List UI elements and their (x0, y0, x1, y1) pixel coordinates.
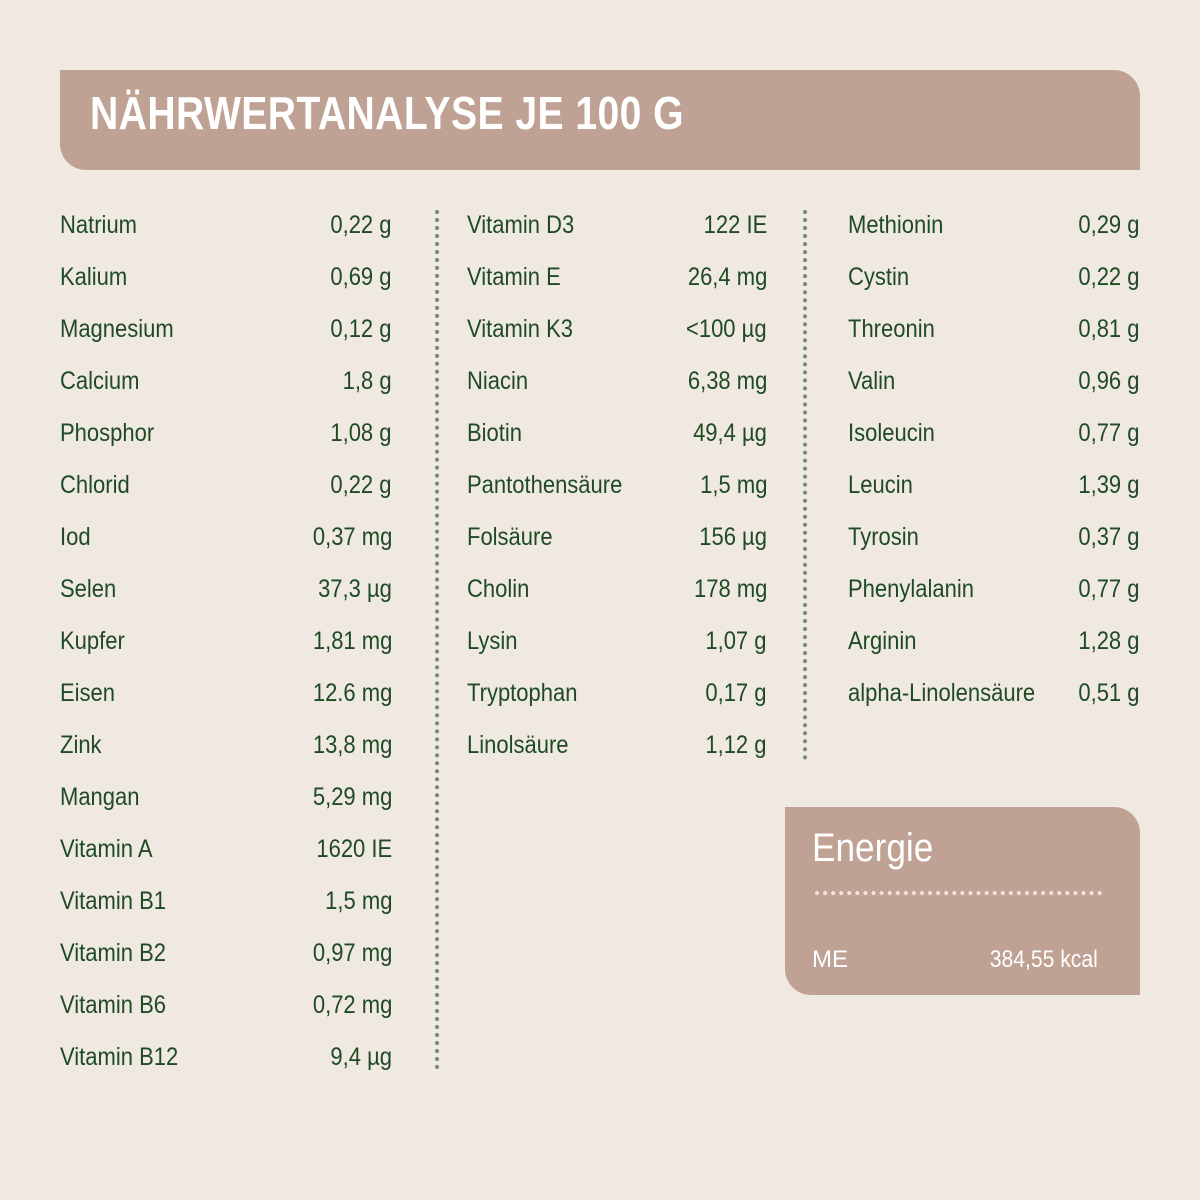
nutrient-value: 0,97 mg (312, 939, 392, 967)
separator (803, 210, 807, 760)
nutrient-name: Vitamin A (60, 835, 153, 863)
nutrient-name: Cholin (467, 575, 530, 603)
nutrient-name: Eisen (60, 679, 116, 707)
nutrient-value: 0,81 g (1078, 315, 1140, 343)
nutrient-name: Vitamin E (467, 263, 561, 291)
nutrient-name: Folsäure (467, 523, 553, 551)
nutrient-value: 0,29 g (1078, 211, 1140, 239)
nutrient-value: 122 IE (703, 211, 767, 239)
nutrient-name: Tryptophan (467, 679, 578, 707)
nutrient-name: Kupfer (60, 627, 125, 655)
nutrient-name: Valin (848, 367, 896, 395)
nutrient-name: Arginin (848, 627, 917, 655)
nutrient-name: Phosphor (60, 419, 155, 447)
nutrient-name: Vitamin D3 (467, 211, 575, 239)
nutrient-value: 26,4 mg (687, 263, 767, 291)
nutrient-name: Vitamin B6 (60, 991, 166, 1019)
nutrient-value: 9,4 µg (330, 1043, 392, 1071)
nutrient-name: Cystin (848, 263, 910, 291)
nutrient-name: Tyrosin (848, 523, 919, 551)
nutrient-name: Calcium (60, 367, 140, 395)
nutrient-name: Vitamin K3 (467, 315, 573, 343)
energy-title: Energie (812, 826, 934, 870)
nutrient-name: Magnesium (60, 315, 174, 343)
nutrient-name: Iod (60, 523, 91, 551)
nutrient-value: 0,37 mg (312, 523, 392, 551)
nutrient-value: 0,22 g (330, 211, 392, 239)
nutrient-name: Isoleucin (848, 419, 935, 447)
nutrient-name: Methionin (848, 211, 944, 239)
nutrient-name: Pantothensäure (467, 471, 623, 499)
header-title: NÄHRWERTANALYSE JE 100 G (90, 87, 684, 139)
nutrient-value: 1,08 g (330, 419, 392, 447)
separator (435, 210, 439, 1070)
nutrient-name: Lysin (467, 627, 518, 655)
nutrient-name: Mangan (60, 783, 140, 811)
nutrient-name: Leucin (848, 471, 913, 499)
energy-label: ME (812, 946, 848, 973)
energy-value: 384,55 kcal (989, 946, 1098, 973)
nutrient-value: 0,22 g (1078, 263, 1140, 291)
nutrient-value: <100 µg (686, 315, 767, 343)
nutrient-value: 1,07 g (705, 627, 767, 655)
nutrient-value: 178 mg (693, 575, 767, 603)
nutrient-value: 49,4 µg (693, 419, 767, 447)
nutrient-value: 0,37 g (1078, 523, 1140, 551)
nutrient-value: 0,77 g (1078, 575, 1140, 603)
nutrient-value: 1,28 g (1078, 627, 1140, 655)
nutrient-value: 0,69 g (330, 263, 392, 291)
nutrient-name: Niacin (467, 367, 529, 395)
nutrient-value: 156 µg (699, 523, 767, 551)
nutrient-value: 37,3 µg (318, 575, 392, 603)
nutrient-name: Biotin (467, 419, 523, 447)
nutrient-value: 0,51 g (1078, 679, 1140, 707)
nutrient-name: alpha-Linolensäure (848, 679, 1036, 707)
nutrient-value: 13,8 mg (312, 731, 392, 759)
nutrient-name: Natrium (60, 211, 138, 239)
nutrient-name: Threonin (848, 315, 935, 343)
nutrient-name: Selen (60, 575, 117, 603)
nutrient-value: 0,12 g (330, 315, 392, 343)
nutrient-name: Vitamin B2 (60, 939, 166, 967)
nutrient-name: Phenylalanin (848, 575, 974, 603)
nutrient-value: 1,12 g (705, 731, 767, 759)
nutrient-value: 6,38 mg (687, 367, 767, 395)
nutrient-value: 0,17 g (705, 679, 767, 707)
nutrient-value: 5,29 mg (312, 783, 392, 811)
energy-box (785, 807, 1140, 995)
nutrient-value: 0,22 g (330, 471, 392, 499)
nutrient-name: Chlorid (60, 471, 130, 499)
nutrient-name: Vitamin B12 (60, 1043, 179, 1071)
nutrient-value: 0,96 g (1078, 367, 1140, 395)
nutrient-value: 0,72 mg (312, 991, 392, 1019)
nutrient-value: 1,8 g (343, 367, 392, 395)
nutrient-value: 12.6 mg (312, 679, 392, 707)
nutrient-value: 1,81 mg (312, 627, 392, 655)
nutrient-value: 1620 IE (316, 835, 392, 863)
nutrient-name: Vitamin B1 (60, 887, 166, 915)
nutrient-name: Kalium (60, 263, 128, 291)
nutrient-value: 1,5 mg (699, 471, 767, 499)
nutrient-value: 0,77 g (1078, 419, 1140, 447)
header-bar (60, 70, 1140, 170)
nutrient-value: 1,5 mg (324, 887, 392, 915)
nutrient-name: Linolsäure (467, 731, 569, 759)
nutrient-value: 1,39 g (1078, 471, 1140, 499)
nutrient-name: Zink (60, 731, 102, 759)
energy-divider (815, 891, 1102, 895)
